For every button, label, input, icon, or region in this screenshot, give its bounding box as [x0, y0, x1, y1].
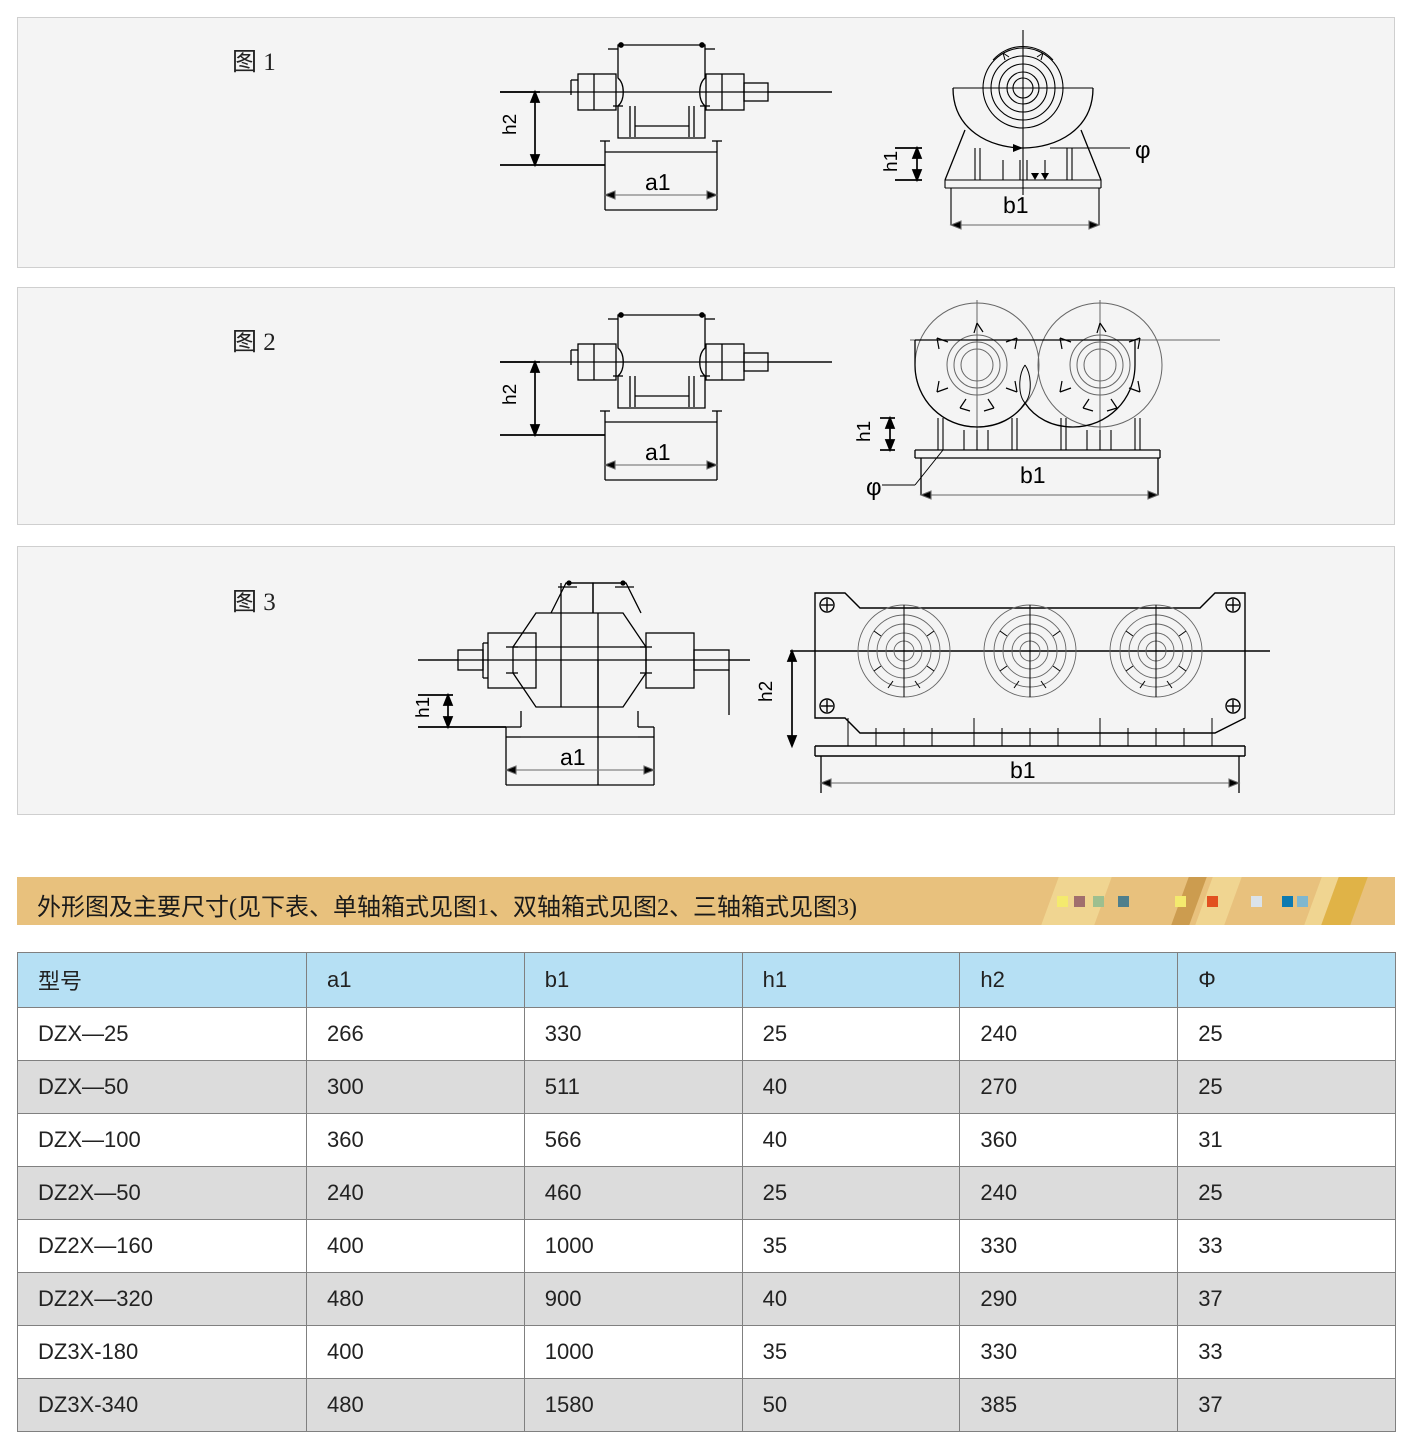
- svg-text:a1: a1: [645, 439, 671, 465]
- svg-text:φ: φ: [866, 474, 882, 501]
- svg-text:b1: b1: [1010, 757, 1036, 783]
- svg-text:b1: b1: [1020, 462, 1046, 488]
- svg-text:a1: a1: [645, 169, 671, 195]
- svg-text:h2: h2: [756, 681, 777, 702]
- svg-text:h1: h1: [854, 421, 875, 442]
- svg-text:a1: a1: [560, 744, 586, 770]
- svg-text:h2: h2: [500, 384, 521, 405]
- svg-text:h2: h2: [500, 114, 521, 135]
- svg-text:φ: φ: [1135, 137, 1151, 164]
- svg-text:h1: h1: [881, 151, 902, 172]
- svg-text:h1: h1: [413, 697, 434, 718]
- svg-text:b1: b1: [1003, 192, 1029, 218]
